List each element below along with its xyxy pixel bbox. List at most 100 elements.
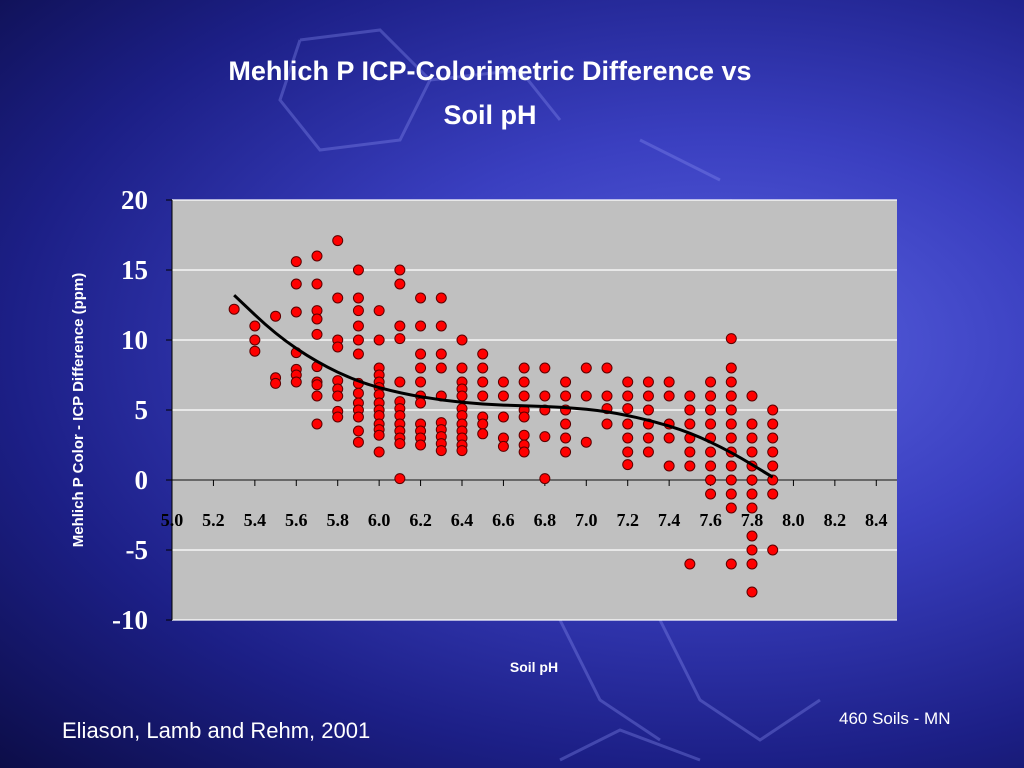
data-point — [560, 446, 572, 458]
data-point — [705, 418, 717, 430]
data-point — [705, 474, 717, 486]
data-point — [601, 390, 613, 402]
x-tick-labels: 5.0 5.2 5.4 5.6 5.8 6.0 6.2 6.4 6.6 6.8 7.0 7.2 7.4 7… — [161, 480, 888, 530]
data-point — [394, 438, 406, 450]
data-point — [560, 390, 572, 402]
x-tick-label: 5.0 — [161, 510, 184, 530]
data-point — [767, 418, 779, 430]
data-point — [394, 278, 406, 290]
data-point — [725, 502, 737, 514]
data-point — [352, 436, 364, 448]
data-point — [456, 334, 468, 346]
y-tick-label: 5 — [135, 395, 149, 425]
x-tick-label: 7.6 — [699, 510, 722, 530]
data-point — [373, 429, 385, 441]
x-tick-label: 5.4 — [244, 510, 267, 530]
data-point — [539, 362, 551, 374]
data-point — [518, 411, 530, 423]
data-point — [497, 411, 509, 423]
data-point — [642, 404, 654, 416]
data-point — [352, 387, 364, 399]
data-point — [684, 418, 696, 430]
data-point — [270, 310, 282, 322]
data-point — [746, 586, 758, 598]
data-point — [311, 390, 323, 402]
x-tick-label: 7.0 — [575, 510, 598, 530]
x-tick-label: 6.6 — [492, 510, 515, 530]
y-tick-label: -5 — [126, 535, 149, 565]
data-point — [477, 362, 489, 374]
data-point — [767, 432, 779, 444]
data-point — [290, 306, 302, 318]
data-point — [725, 333, 737, 345]
data-point — [352, 334, 364, 346]
data-point — [746, 502, 758, 514]
data-point — [642, 446, 654, 458]
data-point — [497, 390, 509, 402]
data-point — [352, 411, 364, 423]
data-point — [394, 376, 406, 388]
data-point — [394, 473, 406, 485]
data-point — [415, 292, 427, 304]
data-point — [663, 460, 675, 472]
data-point — [725, 390, 737, 402]
data-point — [663, 376, 675, 388]
data-point — [705, 376, 717, 388]
data-point — [497, 376, 509, 388]
data-point — [415, 348, 427, 360]
y-tick-label: -10 — [112, 605, 148, 635]
data-point — [705, 460, 717, 472]
data-point — [767, 460, 779, 472]
data-point — [477, 418, 489, 430]
data-point — [352, 348, 364, 360]
data-point — [270, 377, 282, 389]
data-point — [311, 418, 323, 430]
data-point — [518, 390, 530, 402]
data-point — [622, 376, 634, 388]
y-tick-label: 10 — [121, 325, 148, 355]
x-tick-label: 5.8 — [326, 510, 349, 530]
title-line-1: Mehlich P ICP-Colorimetric Difference vs — [228, 56, 752, 86]
data-point — [332, 235, 344, 247]
data-point — [767, 544, 779, 556]
data-point — [415, 320, 427, 332]
data-point — [332, 390, 344, 402]
data-point — [746, 544, 758, 556]
data-point — [746, 418, 758, 430]
data-point — [684, 460, 696, 472]
data-point — [435, 362, 447, 374]
data-point — [705, 404, 717, 416]
data-point — [580, 436, 592, 448]
data-point — [642, 432, 654, 444]
data-point — [642, 390, 654, 402]
data-point — [725, 488, 737, 500]
x-tick-label: 8.2 — [824, 510, 847, 530]
sample-count-note: 460 Soils - MN — [839, 709, 951, 728]
data-point — [622, 432, 634, 444]
data-point — [456, 362, 468, 374]
y-axis-title: Mehlich P Color - ICP Difference (ppm) — [70, 273, 87, 547]
data-point — [767, 488, 779, 500]
data-point — [228, 303, 240, 315]
data-point — [373, 446, 385, 458]
data-point — [394, 333, 406, 345]
data-point — [746, 474, 758, 486]
data-point — [249, 345, 261, 357]
x-tick-label: 6.4 — [451, 510, 474, 530]
data-point — [622, 390, 634, 402]
data-point — [311, 313, 323, 325]
x-tick-label: 6.2 — [409, 510, 432, 530]
data-point — [746, 558, 758, 570]
data-point — [684, 404, 696, 416]
data-point — [311, 379, 323, 391]
data-point — [746, 432, 758, 444]
data-point — [622, 418, 634, 430]
data-point — [477, 376, 489, 388]
data-point — [332, 292, 344, 304]
data-point — [311, 250, 323, 262]
data-point — [435, 445, 447, 457]
data-point — [373, 305, 385, 317]
y-tick-label: 0 — [135, 465, 149, 495]
data-point — [290, 256, 302, 268]
